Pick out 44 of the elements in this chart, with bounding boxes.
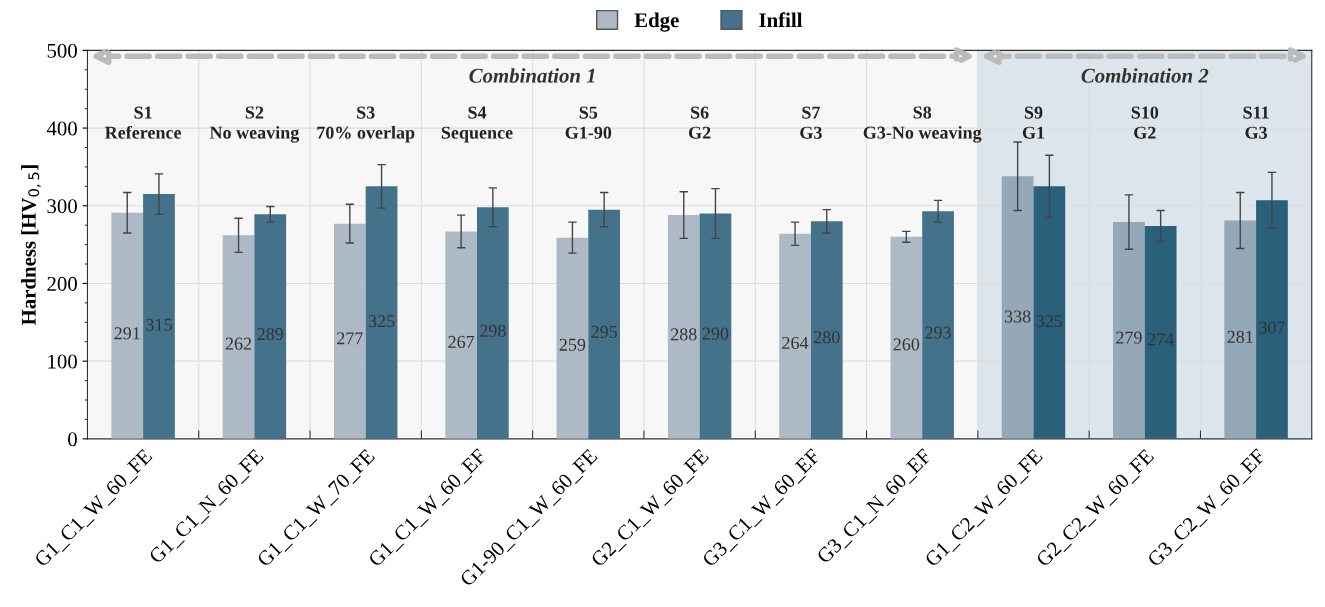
data-label: 277 xyxy=(337,332,363,345)
data-label: 295 xyxy=(591,325,617,338)
data-label: 290 xyxy=(702,327,729,340)
data-label: 338 xyxy=(1004,310,1031,323)
y-tick-label: 400 xyxy=(46,121,77,136)
annotation: S4 Sequence xyxy=(441,106,513,143)
data-label: 264 xyxy=(782,336,809,350)
data-label: 279 xyxy=(1116,331,1142,344)
y-tick-label: 0 xyxy=(68,432,77,447)
annotation: S10 G2 xyxy=(1131,106,1159,139)
data-label: 274 xyxy=(1147,333,1174,346)
y-tick-label: 500 xyxy=(47,43,77,58)
annotation: S9 G1 xyxy=(1022,106,1045,139)
y-tick-label: 300 xyxy=(47,199,77,214)
annotation: S2 No weaving xyxy=(209,106,300,143)
annotation: S7 G3 xyxy=(800,106,822,139)
annotation: S1 Reference xyxy=(104,106,182,139)
data-label: 280 xyxy=(814,331,840,344)
annotation: S11 G3 xyxy=(1243,106,1269,139)
y-tick-label: 200 xyxy=(47,276,77,291)
data-label: 307 xyxy=(1259,321,1285,334)
band-label: Combination 2 xyxy=(1081,68,1209,83)
data-label: 298 xyxy=(480,324,506,337)
data-label: 325 xyxy=(1036,315,1063,328)
y-tick-label: 100 xyxy=(48,354,77,369)
legend-label: Edge xyxy=(634,12,679,32)
data-label: 259 xyxy=(559,338,586,351)
annotation: S6 G2 xyxy=(688,106,711,139)
annotation: S5 G1-90 xyxy=(565,106,612,139)
annotation: S8 G3-No weaving xyxy=(863,106,982,143)
data-label: 262 xyxy=(225,337,252,350)
data-label: 325 xyxy=(368,315,395,328)
data-label: 291 xyxy=(114,327,140,340)
annotation: S3 70% overlap xyxy=(317,106,415,143)
y-axis-title: Hardness [HV$_{0,5}$] xyxy=(21,165,41,326)
data-label: 288 xyxy=(670,328,697,341)
data-label: 267 xyxy=(448,335,475,348)
data-label: 289 xyxy=(257,327,284,341)
data-label: 281 xyxy=(1227,330,1253,343)
data-label: 293 xyxy=(925,326,951,339)
data-label: 315 xyxy=(146,318,172,331)
band-label: Combination 1 xyxy=(469,68,595,83)
legend-label: Infill xyxy=(759,12,803,28)
data-label: 260 xyxy=(893,338,920,351)
